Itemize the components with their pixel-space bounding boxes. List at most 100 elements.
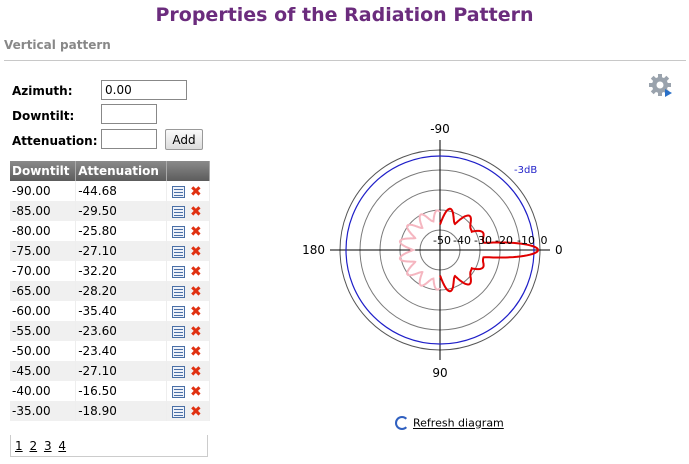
attenuation-cell: -18.90 <box>75 401 167 421</box>
attenuation-cell: -23.40 <box>75 341 167 361</box>
table-row: -35.00 -18.90 ✖ <box>10 401 210 421</box>
reference-label: -3dB <box>514 165 537 176</box>
page-link-1[interactable]: 1 <box>15 439 23 453</box>
downtilt-cell: -40.00 <box>10 381 77 401</box>
divider <box>4 60 686 61</box>
table-row: -40.00 -16.50 ✖ <box>10 381 210 401</box>
page-link-2[interactable]: 2 <box>29 439 38 453</box>
delete-icon[interactable]: ✖ <box>190 263 202 280</box>
attenuation-cell: -23.60 <box>75 321 167 341</box>
ring-label: -20 <box>495 234 513 247</box>
attenuation-cell: -35.40 <box>75 301 167 321</box>
column-header-downtilt[interactable]: Downtilt <box>10 161 77 181</box>
edit-icon[interactable] <box>172 205 185 218</box>
downtilt-cell: -50.00 <box>10 341 77 361</box>
attenuation-cell: -29.50 <box>75 201 167 221</box>
downtilt-cell: -80.00 <box>10 221 77 241</box>
delete-icon[interactable]: ✖ <box>190 363 202 380</box>
row-actions: ✖ <box>166 241 210 261</box>
refresh-diagram-label[interactable]: Refresh diagram <box>413 416 504 430</box>
row-actions: ✖ <box>166 321 210 341</box>
delete-icon[interactable]: ✖ <box>190 243 202 260</box>
downtilt-cell: -90.00 <box>10 181 77 201</box>
edit-icon[interactable] <box>172 405 185 418</box>
edit-icon[interactable] <box>172 345 185 358</box>
edit-icon[interactable] <box>172 185 185 198</box>
downtilt-label: Downtilt: <box>12 109 75 123</box>
section-title: Vertical pattern <box>4 38 111 52</box>
edit-icon[interactable] <box>172 285 185 298</box>
downtilt-input[interactable] <box>101 104 157 124</box>
edit-icon[interactable] <box>172 245 185 258</box>
row-actions: ✖ <box>166 301 210 321</box>
row-actions: ✖ <box>166 361 210 381</box>
delete-icon[interactable]: ✖ <box>190 343 202 360</box>
downtilt-cell: -55.00 <box>10 321 77 341</box>
table-row: -70.00 -32.20 ✖ <box>10 261 210 281</box>
azimuth-input[interactable] <box>101 80 187 100</box>
delete-icon[interactable]: ✖ <box>190 383 202 400</box>
table-row: -60.00 -35.40 ✖ <box>10 301 210 321</box>
angle-label-bottom: 90 <box>432 366 447 380</box>
delete-icon[interactable]: ✖ <box>190 323 202 340</box>
pattern-curve <box>439 207 540 293</box>
page-link-4[interactable]: 4 <box>58 439 67 453</box>
pagination: 1 2 3 4 <box>10 435 208 457</box>
downtilt-cell: -45.00 <box>10 361 77 381</box>
reference-circle <box>345 155 535 345</box>
edit-icon[interactable] <box>172 305 185 318</box>
edit-icon[interactable] <box>172 265 185 278</box>
refresh-diagram-link[interactable]: Refresh diagram <box>395 416 504 430</box>
page-link-3[interactable]: 3 <box>43 439 52 453</box>
angle-label-top: -90 <box>430 122 450 136</box>
edit-icon[interactable] <box>172 385 185 398</box>
downtilt-cell: -60.00 <box>10 301 77 321</box>
attenuation-input[interactable] <box>101 129 157 149</box>
ring-label: -40 <box>453 234 471 247</box>
add-button[interactable]: Add <box>165 129 203 150</box>
angle-label-left: 180 <box>302 243 325 257</box>
angle-label-right: 0 <box>555 243 563 257</box>
delete-icon[interactable]: ✖ <box>190 183 202 200</box>
ring-label: -30 <box>474 234 492 247</box>
downtilt-cell: -75.00 <box>10 241 77 261</box>
page-title: Properties of the Radiation Pattern <box>155 4 534 26</box>
gear-icon[interactable] <box>648 73 674 99</box>
row-actions: ✖ <box>166 181 210 201</box>
refresh-icon[interactable] <box>395 416 409 430</box>
table-row: -50.00 -23.40 ✖ <box>10 341 210 361</box>
ring-label: -50 <box>433 234 451 247</box>
table-header-row: Downtilt Attenuation <box>10 161 210 181</box>
attenuation-cell: -25.80 <box>75 221 167 241</box>
row-actions: ✖ <box>166 201 210 221</box>
edit-icon[interactable] <box>172 325 185 338</box>
edit-icon[interactable] <box>172 225 185 238</box>
delete-icon[interactable]: ✖ <box>190 283 202 300</box>
downtilt-cell: -65.00 <box>10 281 77 301</box>
delete-icon[interactable]: ✖ <box>190 303 202 320</box>
edit-icon[interactable] <box>172 365 185 378</box>
ring-label: 0 <box>541 234 548 247</box>
row-actions: ✖ <box>166 381 210 401</box>
delete-icon[interactable]: ✖ <box>190 203 202 220</box>
delete-icon[interactable]: ✖ <box>190 223 202 240</box>
delete-icon[interactable]: ✖ <box>190 403 202 420</box>
column-header-attenuation[interactable]: Attenuation <box>75 161 167 181</box>
column-header-actions <box>166 161 210 181</box>
table-row: -75.00 -27.10 ✖ <box>10 241 210 261</box>
table-row: -55.00 -23.60 ✖ <box>10 321 210 341</box>
attenuation-cell: -44.68 <box>75 181 167 201</box>
azimuth-label: Azimuth: <box>12 84 73 98</box>
pattern-table: Downtilt Attenuation -90.00 -44.68 ✖ -85… <box>10 161 210 421</box>
downtilt-cell: -85.00 <box>10 201 77 221</box>
row-actions: ✖ <box>166 221 210 241</box>
table-row: -65.00 -28.20 ✖ <box>10 281 210 301</box>
attenuation-cell: -27.10 <box>75 241 167 261</box>
row-actions: ✖ <box>166 401 210 421</box>
attenuation-cell: -16.50 <box>75 381 167 401</box>
table-row: -85.00 -29.50 ✖ <box>10 201 210 221</box>
attenuation-label: Attenuation: <box>12 134 98 148</box>
row-actions: ✖ <box>166 341 210 361</box>
attenuation-cell: -32.20 <box>75 261 167 281</box>
downtilt-cell: -35.00 <box>10 401 77 421</box>
